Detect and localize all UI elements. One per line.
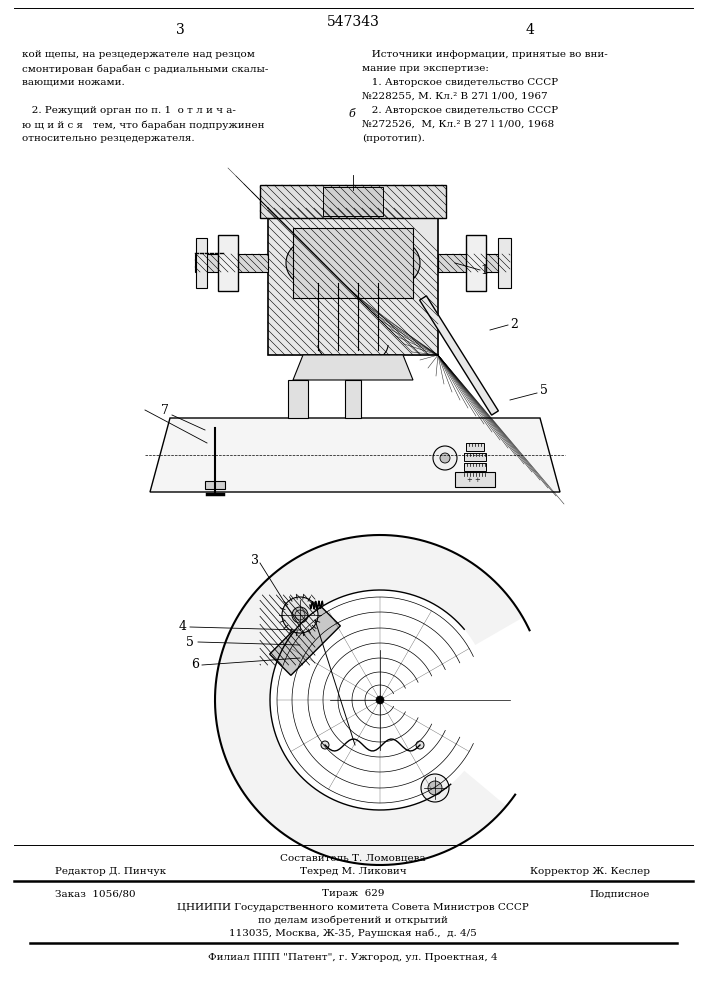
Text: 2. Режущий орган по п. 1  о т л и ч а-: 2. Режущий орган по п. 1 о т л и ч а- [22, 106, 236, 115]
Circle shape [421, 774, 449, 802]
Polygon shape [218, 235, 238, 291]
Text: Источники информации, принятые во вни-: Источники информации, принятые во вни- [362, 50, 608, 59]
Circle shape [416, 741, 424, 749]
Polygon shape [498, 238, 511, 288]
Text: 5: 5 [186, 636, 194, 648]
Text: (прототип).: (прототип). [362, 134, 425, 143]
Text: + +: + + [467, 476, 481, 484]
Text: ю щ и й с я   тем, что барабан подпружинен: ю щ и й с я тем, что барабан подпружинен [22, 120, 264, 129]
Text: 4: 4 [179, 620, 187, 634]
Polygon shape [288, 380, 308, 418]
Text: 547343: 547343 [327, 15, 380, 29]
Text: №228255, М. Кл.² В 27l 1/00, 1967: №228255, М. Кл.² В 27l 1/00, 1967 [362, 92, 548, 101]
Text: №272526,  М, Кл.² В 27 l 1/00, 1968: №272526, М, Кл.² В 27 l 1/00, 1968 [362, 120, 554, 129]
Circle shape [282, 597, 318, 633]
Polygon shape [150, 418, 560, 492]
Text: 5: 5 [540, 383, 548, 396]
Polygon shape [269, 605, 340, 675]
Text: 3: 3 [175, 23, 185, 37]
Text: относительно резцедержателя.: относительно резцедержателя. [22, 134, 194, 143]
Text: вающими ножами.: вающими ножами. [22, 78, 124, 87]
Polygon shape [268, 208, 438, 355]
Polygon shape [215, 535, 523, 865]
Circle shape [433, 446, 457, 470]
Circle shape [428, 781, 442, 795]
Text: 4: 4 [525, 23, 534, 37]
Text: смонтирован барабан с радиальными скалы-: смонтирован барабан с радиальными скалы- [22, 64, 269, 74]
Circle shape [386, 251, 410, 275]
Text: 1. Авторское свидетельство СССР: 1. Авторское свидетельство СССР [362, 78, 558, 87]
Text: Корректор Ж. Кеслер: Корректор Ж. Кеслер [530, 867, 650, 876]
Text: 3: 3 [251, 554, 259, 566]
Polygon shape [293, 355, 413, 380]
Text: Подписное: Подписное [590, 890, 650, 898]
Polygon shape [420, 296, 498, 415]
Polygon shape [466, 235, 486, 291]
Circle shape [296, 251, 320, 275]
Polygon shape [464, 463, 486, 471]
Polygon shape [455, 472, 495, 487]
Circle shape [292, 607, 308, 623]
Polygon shape [293, 228, 413, 298]
Text: Тираж  629: Тираж 629 [322, 890, 384, 898]
Text: Заказ  1056/80: Заказ 1056/80 [55, 890, 136, 898]
Polygon shape [345, 380, 361, 418]
Text: ЦНИИПИ Государственного комитета Совета Министров СССР: ЦНИИПИ Государственного комитета Совета … [177, 902, 529, 912]
Text: Редактор Д. Пинчук: Редактор Д. Пинчук [55, 867, 166, 876]
Polygon shape [195, 254, 268, 272]
Text: 113035, Москва, Ж-35, Раушская наб.,  д. 4/5: 113035, Москва, Ж-35, Раушская наб., д. … [229, 928, 477, 938]
Text: по делам изобретений и открытий: по делам изобретений и открытий [258, 915, 448, 925]
Text: 6: 6 [191, 658, 199, 672]
Circle shape [376, 241, 420, 285]
Polygon shape [438, 254, 510, 272]
Text: Филиал ППП "Патент", г. Ужгород, ул. Проектная, 4: Филиал ППП "Патент", г. Ужгород, ул. Про… [208, 954, 498, 962]
Circle shape [440, 453, 450, 463]
Circle shape [376, 696, 384, 704]
Polygon shape [196, 238, 207, 288]
Text: 2: 2 [510, 318, 518, 332]
Polygon shape [260, 185, 446, 218]
Text: 1: 1 [480, 263, 488, 276]
Polygon shape [466, 443, 484, 451]
Text: 2. Авторское свидетельство СССР: 2. Авторское свидетельство СССР [362, 106, 558, 115]
Polygon shape [323, 187, 383, 216]
Text: б: б [349, 109, 356, 119]
Polygon shape [464, 453, 486, 461]
Circle shape [286, 241, 330, 285]
Polygon shape [464, 473, 486, 481]
Text: кой щепы, на резцедержателе над резцом: кой щепы, на резцедержателе над резцом [22, 50, 255, 59]
Polygon shape [205, 481, 225, 489]
Text: 7: 7 [161, 403, 169, 416]
Text: Техред М. Ликович: Техред М. Ликович [300, 867, 407, 876]
Text: Составитель Т. Ломовцева: Составитель Т. Ломовцева [280, 854, 426, 862]
Circle shape [321, 741, 329, 749]
Text: мание при экспертизе:: мание при экспертизе: [362, 64, 489, 73]
